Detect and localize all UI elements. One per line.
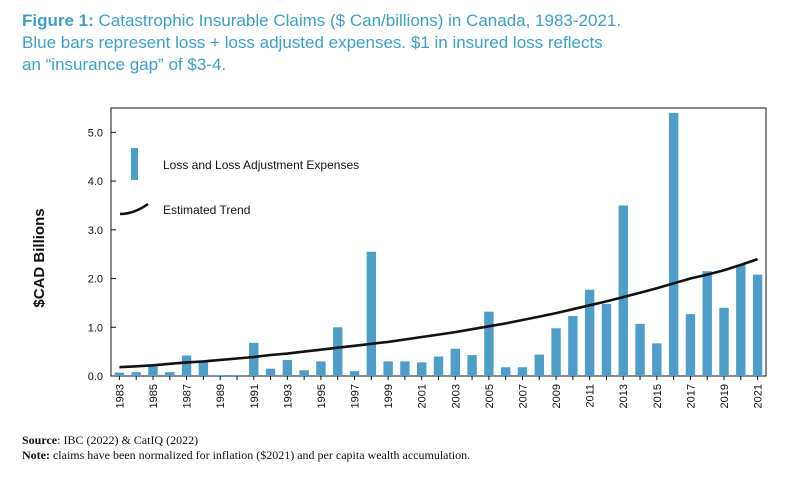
y-tick-label: 5.0 bbox=[88, 127, 103, 139]
note-label: Note: bbox=[22, 448, 50, 462]
bar bbox=[198, 361, 209, 376]
bar bbox=[433, 356, 444, 376]
x-tick-label: 1985 bbox=[148, 384, 160, 408]
bar bbox=[467, 355, 477, 376]
legend: Loss and Loss Adjustment Expenses Estima… bbox=[119, 148, 359, 217]
bar bbox=[551, 328, 561, 376]
x-tick-label: 2015 bbox=[652, 384, 664, 408]
bar bbox=[568, 316, 578, 376]
bar bbox=[652, 343, 662, 376]
note-line: Note: claims have been normalized for in… bbox=[22, 448, 782, 463]
x-tick-label: 1997 bbox=[350, 384, 362, 408]
bar bbox=[417, 362, 427, 376]
bar bbox=[215, 375, 225, 376]
bar bbox=[400, 361, 410, 376]
x-tick-label: 2007 bbox=[517, 384, 529, 408]
x-axis-ticks: 1983 1985 1987 1989 1991 1993 1995 1997 1999 2001… bbox=[114, 376, 765, 408]
x-tick-label: 1989 bbox=[215, 384, 227, 408]
bar-series bbox=[114, 112, 763, 376]
x-tick-label: 1983 bbox=[114, 384, 126, 408]
bar bbox=[366, 251, 377, 376]
x-tick-label: 2003 bbox=[450, 384, 462, 408]
bar bbox=[618, 205, 628, 376]
x-tick-label: 2009 bbox=[551, 384, 563, 408]
note-text: claims have been normalized for inflatio… bbox=[49, 448, 471, 462]
y-tick-label: 2.0 bbox=[88, 274, 103, 286]
bar bbox=[114, 372, 125, 376]
legend-bar-label: Loss and Loss Adjustment Expenses bbox=[163, 158, 359, 172]
figure-caption-text: Catastrophic Insurable Claims ($ Can/bil… bbox=[22, 11, 622, 74]
bar bbox=[601, 303, 612, 376]
source-text: : IBC (2022) & CatIQ (2022) bbox=[57, 433, 199, 447]
source-label: Source bbox=[22, 433, 58, 447]
bar bbox=[484, 311, 494, 376]
y-axis-ticks: 0.0 1.0 2.0 3.0 4.0 5.0 bbox=[88, 127, 116, 383]
bar bbox=[299, 370, 309, 376]
footer: Source: IBC (2022) & CatIQ (2022) Note: … bbox=[22, 433, 782, 463]
bar bbox=[500, 367, 511, 376]
legend-bar-swatch bbox=[131, 148, 138, 180]
bar bbox=[635, 323, 645, 376]
source-line: Source: IBC (2022) & CatIQ (2022) bbox=[22, 433, 782, 448]
bar bbox=[333, 327, 343, 376]
x-tick-label: 2019 bbox=[719, 384, 731, 408]
bar bbox=[584, 289, 595, 376]
y-axis-label: $CAD Billions bbox=[31, 208, 48, 307]
x-tick-label: 1993 bbox=[282, 384, 294, 408]
x-tick-label: 1987 bbox=[182, 384, 194, 408]
y-tick-label: 1.0 bbox=[88, 322, 103, 334]
claims-chart: 0.01.02.03.04.05.0 1983 1985 1987 1989 1991 1… bbox=[31, 107, 767, 408]
x-tick-label: 2005 bbox=[484, 384, 496, 408]
bar bbox=[282, 359, 293, 376]
x-tick-label: 1991 bbox=[249, 384, 261, 408]
bar bbox=[702, 271, 712, 376]
bar bbox=[349, 371, 360, 376]
bar bbox=[736, 264, 746, 376]
bar bbox=[383, 361, 393, 376]
bar bbox=[131, 372, 141, 376]
x-tick-label: 2011 bbox=[585, 384, 597, 408]
y-tick-label: 3.0 bbox=[88, 225, 103, 237]
y-tick-label: 4.0 bbox=[88, 176, 103, 188]
x-tick-label: 2021 bbox=[753, 384, 765, 408]
figure-caption: Figure 1: Catastrophic Insurable Claims … bbox=[22, 10, 622, 76]
bar bbox=[719, 307, 729, 376]
x-tick-label: 1995 bbox=[316, 384, 328, 408]
x-tick-label: 2017 bbox=[685, 384, 697, 408]
y-tick-label: 0.0 bbox=[88, 371, 103, 383]
bar bbox=[752, 274, 763, 376]
x-tick-label: 2013 bbox=[618, 384, 630, 408]
bar bbox=[165, 372, 175, 376]
legend-trend-swatch bbox=[119, 202, 149, 216]
bar bbox=[517, 367, 528, 376]
bar bbox=[265, 368, 276, 376]
figure-caption-label: Figure 1: bbox=[22, 11, 94, 30]
bar bbox=[232, 375, 242, 376]
x-tick-label: 2001 bbox=[417, 384, 429, 408]
x-tick-label: 1999 bbox=[383, 384, 395, 408]
bar bbox=[148, 366, 158, 376]
bar bbox=[668, 112, 679, 376]
bar bbox=[316, 361, 326, 376]
bar bbox=[685, 314, 696, 376]
legend-trend-label: Estimated Trend bbox=[163, 203, 250, 217]
bar bbox=[181, 355, 192, 376]
bar bbox=[450, 348, 460, 376]
bar bbox=[249, 342, 259, 376]
trend-line bbox=[119, 257, 759, 369]
bar bbox=[534, 354, 544, 376]
